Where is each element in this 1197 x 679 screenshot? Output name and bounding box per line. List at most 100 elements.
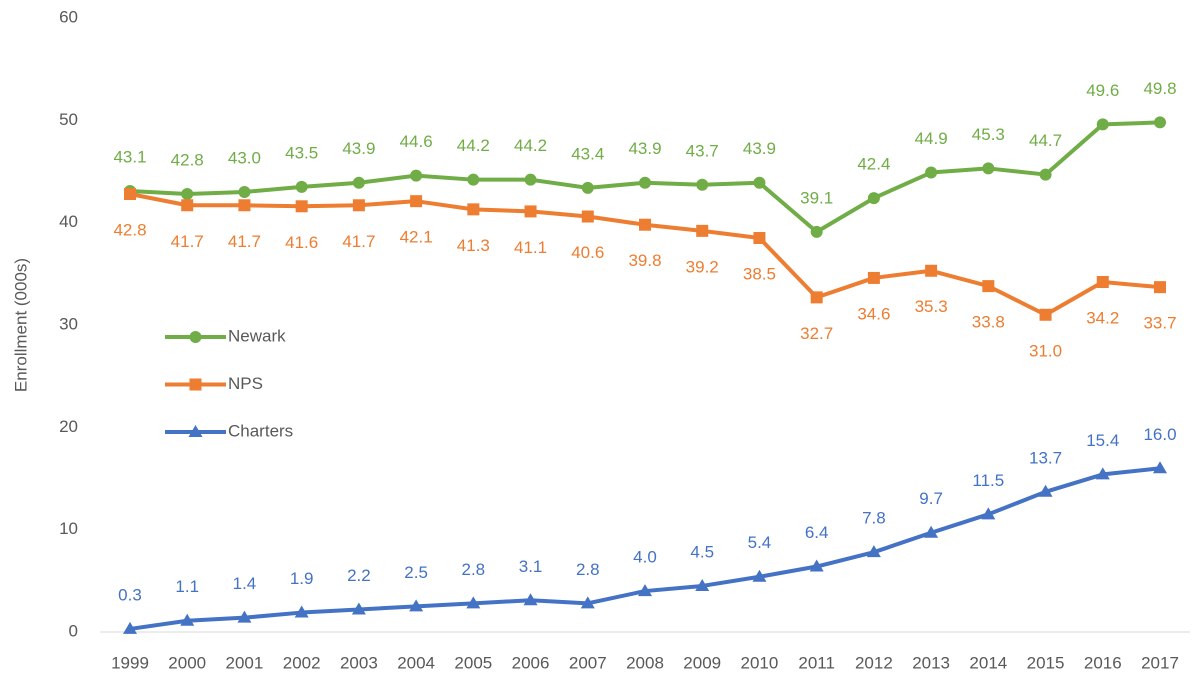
data-label: 49.8 <box>1143 79 1176 98</box>
y-tick-label: 0 <box>69 621 78 640</box>
data-label: 2.5 <box>404 563 428 582</box>
data-point <box>295 200 308 213</box>
data-label: 13.7 <box>1029 448 1062 467</box>
data-point <box>1096 276 1109 289</box>
data-label: 44.2 <box>514 136 547 155</box>
data-label: 11.5 <box>972 471 1004 490</box>
data-label: 41.1 <box>514 238 547 257</box>
data-point <box>581 181 594 194</box>
data-label: 41.7 <box>228 232 261 251</box>
data-point <box>1154 116 1166 129</box>
x-tick-label: 2011 <box>798 653 835 672</box>
data-label: 33.7 <box>1143 314 1176 333</box>
data-point <box>467 203 480 216</box>
data-point <box>467 173 480 186</box>
data-point <box>1039 308 1052 321</box>
x-tick-label: 2015 <box>1027 653 1065 672</box>
data-label: 32.7 <box>800 324 833 343</box>
y-tick-label: 50 <box>59 110 78 129</box>
data-point <box>1096 118 1109 131</box>
data-point <box>925 166 938 179</box>
data-point <box>752 569 767 582</box>
data-point <box>523 593 538 606</box>
data-point <box>410 195 423 208</box>
data-point <box>753 232 766 245</box>
data-point <box>695 578 710 591</box>
data-point <box>925 264 938 277</box>
data-label: 43.9 <box>628 139 661 158</box>
x-tick-label: 2003 <box>340 653 378 672</box>
data-label: 42.8 <box>113 220 146 239</box>
data-label: 44.7 <box>1029 131 1062 150</box>
y-tick-label: 60 <box>59 7 78 26</box>
legend-marker <box>189 378 202 391</box>
data-label: 44.2 <box>457 136 490 155</box>
data-point <box>982 162 995 175</box>
data-point <box>581 210 594 223</box>
data-label: 2.8 <box>576 560 600 579</box>
data-point <box>181 199 194 212</box>
data-point <box>1039 168 1052 181</box>
data-label: 4.0 <box>633 548 657 567</box>
data-point <box>696 224 709 237</box>
data-label: 43.0 <box>228 148 261 167</box>
data-label: 33.8 <box>972 313 1005 332</box>
data-point <box>524 173 537 186</box>
x-tick-label: 2013 <box>912 653 950 672</box>
x-tick-label: 2000 <box>168 653 206 672</box>
data-label: 7.8 <box>862 509 886 528</box>
data-point <box>237 610 252 623</box>
data-label: 42.4 <box>857 155 890 174</box>
data-point <box>580 596 595 609</box>
data-label: 43.9 <box>342 139 375 158</box>
data-point <box>294 605 309 618</box>
data-point <box>639 176 651 189</box>
data-label: 0.3 <box>118 585 142 604</box>
data-label: 1.1 <box>175 577 199 596</box>
data-label: 41.6 <box>285 233 318 252</box>
data-point <box>638 584 652 597</box>
data-label: 39.2 <box>686 257 719 276</box>
x-tick-label: 2012 <box>855 653 893 672</box>
data-label: 34.2 <box>1086 309 1119 328</box>
x-tick-label: 2008 <box>626 653 664 672</box>
data-point <box>524 205 537 218</box>
data-point <box>238 185 251 198</box>
y-tick-label: 20 <box>59 417 78 436</box>
data-label: 42.1 <box>400 228 433 247</box>
data-point <box>409 599 424 612</box>
y-axis-title: Enrollment (000s) <box>11 258 30 392</box>
legend-label: NPS <box>228 374 263 393</box>
data-point <box>867 271 880 284</box>
x-tick-label: 1999 <box>111 653 149 672</box>
x-tick-label: 2002 <box>283 653 321 672</box>
x-tick-label: 2007 <box>569 653 607 672</box>
data-point <box>295 180 308 193</box>
data-label: 43.9 <box>743 139 776 158</box>
legend-marker <box>188 425 203 437</box>
data-point <box>466 596 481 609</box>
data-label: 1.9 <box>290 569 314 588</box>
data-point <box>753 176 766 189</box>
data-label: 38.5 <box>743 265 776 284</box>
data-label: 16.0 <box>1143 425 1176 444</box>
x-tick-label: 2014 <box>969 653 1007 672</box>
data-point <box>639 218 651 231</box>
data-point <box>809 559 824 572</box>
data-point <box>1153 461 1167 474</box>
data-label: 3.1 <box>519 557 543 576</box>
legend-label: Charters <box>228 421 293 440</box>
data-point <box>1095 467 1110 480</box>
data-label: 4.5 <box>690 542 714 561</box>
data-label: 41.3 <box>457 236 490 255</box>
data-label: 31.0 <box>1029 341 1062 360</box>
data-label: 9.7 <box>919 489 943 508</box>
x-tick-label: 2005 <box>454 653 492 672</box>
data-label: 39.8 <box>628 251 661 270</box>
data-label: 49.6 <box>1086 81 1119 100</box>
y-tick-label: 30 <box>59 314 78 333</box>
data-label: 34.6 <box>857 304 890 323</box>
data-label: 43.5 <box>285 143 318 162</box>
data-label: 40.6 <box>571 243 604 262</box>
data-point <box>810 225 823 238</box>
